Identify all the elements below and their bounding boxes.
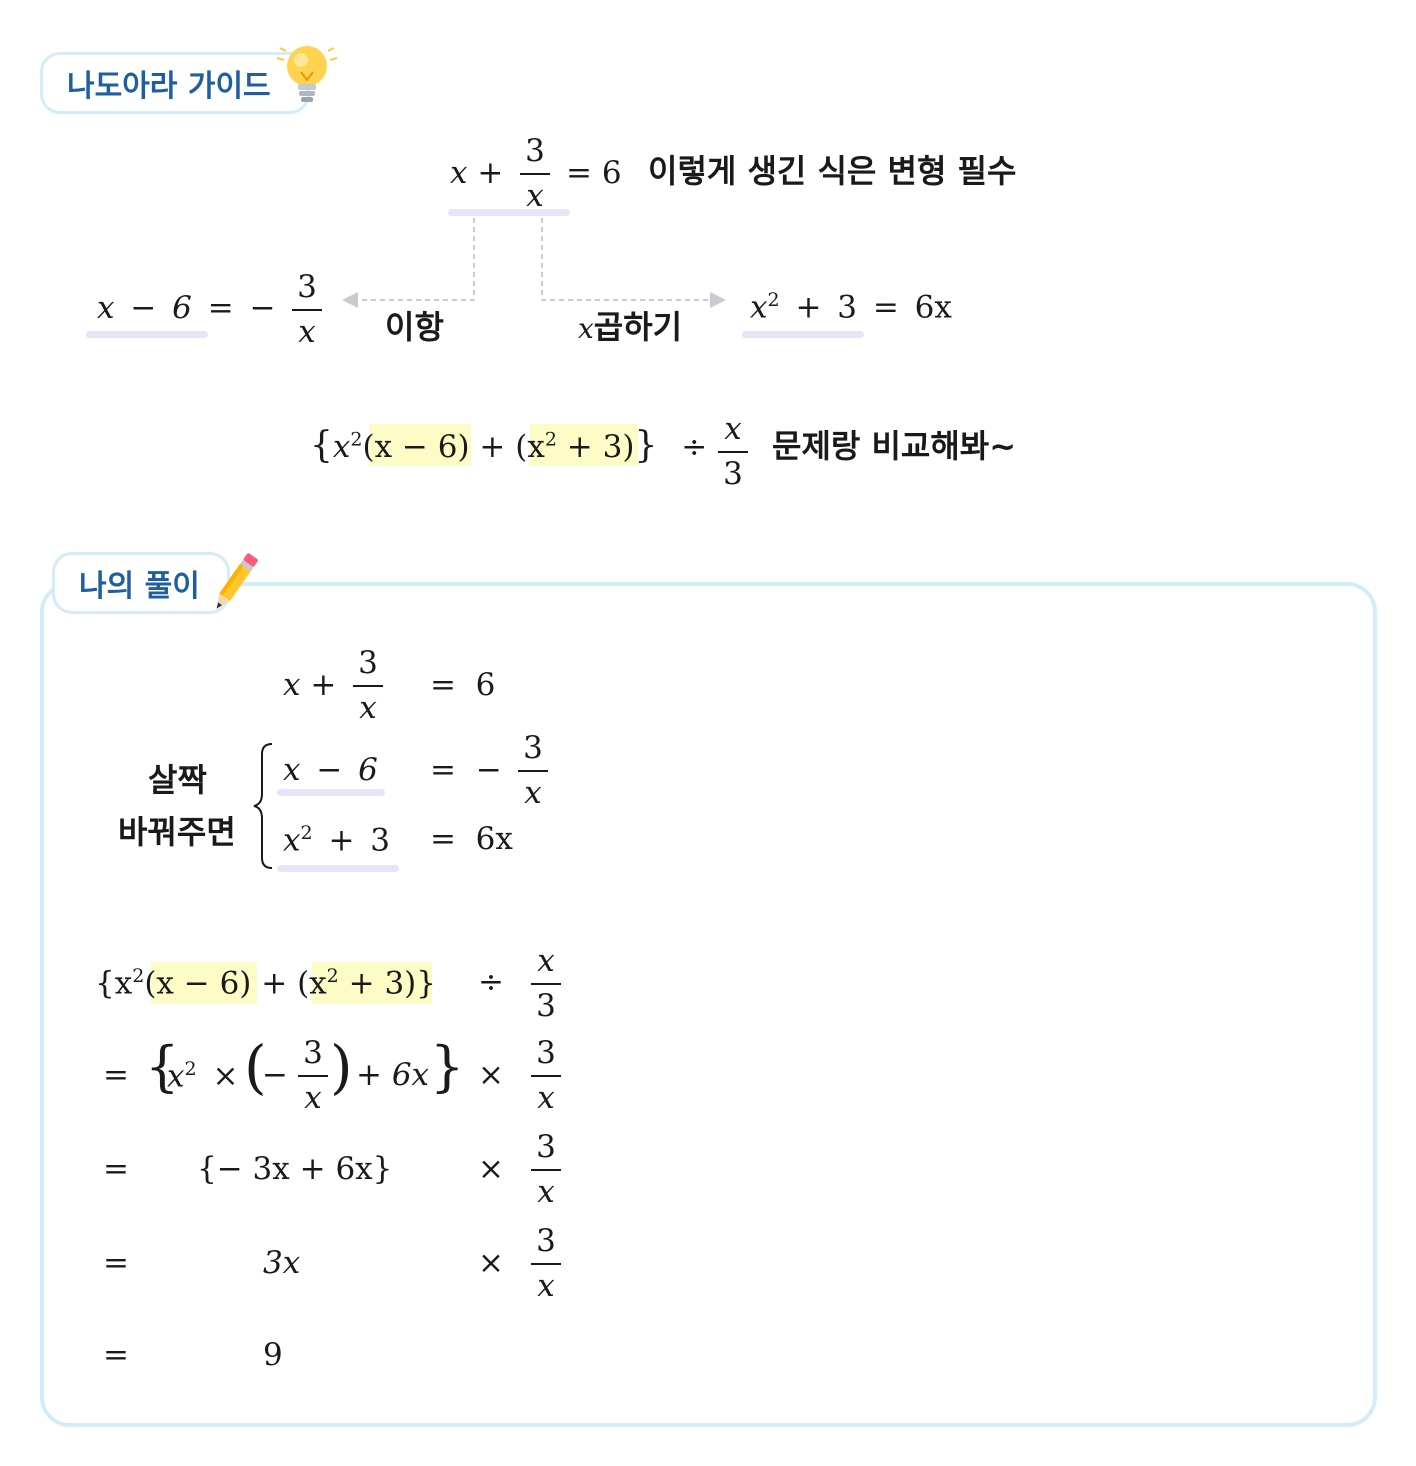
step1-fraction-denominator: 3	[536, 988, 556, 1024]
step5-expression: 9	[263, 1337, 283, 1373]
hint-line-1: 살짝	[148, 761, 207, 799]
step2-x-squared: x2 ×	[167, 1058, 239, 1095]
solution-line2-left: x − 6	[283, 752, 378, 788]
step2-fraction-numerator: 3	[536, 1035, 556, 1071]
top-equation-fraction: 3 x	[520, 136, 550, 212]
step2-operator: ×	[478, 1057, 504, 1093]
step2-minus: −	[262, 1057, 288, 1093]
combo-highlight-1	[369, 424, 471, 466]
combo-note: 문제랑 비교해봐~	[772, 427, 1017, 465]
solution-line2-underline	[277, 789, 385, 796]
line2-fraction-numerator: 3	[523, 730, 543, 766]
step1-fraction: x 3	[531, 946, 561, 1022]
left-fraction-numerator: 3	[297, 269, 317, 305]
step3-fraction-bar	[531, 1169, 561, 1171]
combo-highlight-2	[530, 424, 638, 466]
step1-fraction-numerator: x	[537, 943, 555, 979]
combo-fraction-bar	[718, 451, 748, 453]
step3-operator: ×	[478, 1151, 504, 1187]
system-brace	[253, 743, 273, 869]
branch-connectors	[342, 218, 726, 308]
step4-fraction-numerator: 3	[536, 1223, 556, 1259]
left-branch-label: 이항	[385, 308, 444, 346]
step2-close-brace: }	[430, 1035, 465, 1098]
step1-expression: {x2(x − 6) + (x2 + 3)}	[95, 965, 436, 1002]
step2-equals: =	[103, 1057, 129, 1093]
line1-fraction-denominator: x	[359, 690, 377, 726]
left-branch-underline	[86, 331, 208, 338]
top-equation-left: x +	[450, 155, 504, 191]
step5-equals: =	[103, 1337, 129, 1373]
right-branch-underline	[742, 331, 864, 338]
line2-fraction-bar	[518, 770, 548, 772]
right-branch-label-var: x	[578, 312, 594, 345]
step2-inner-denominator: x	[304, 1080, 322, 1116]
solution-line2-right: = −	[430, 752, 502, 788]
solution-line3-underline	[277, 865, 399, 872]
hint-line-2: 바꿔주면	[118, 813, 236, 851]
line1-fraction-bar	[353, 685, 383, 687]
combo-fraction-denominator: 3	[723, 456, 743, 492]
top-fraction-bar	[520, 173, 550, 175]
step2-rest: + 6x	[356, 1057, 430, 1093]
step2-fraction: 3 x	[531, 1038, 561, 1114]
combo-fraction-numerator: x	[724, 411, 742, 447]
step4-equals: =	[103, 1245, 129, 1281]
step1-highlight-1	[151, 962, 257, 1004]
step3-fraction-denominator: x	[537, 1174, 555, 1210]
step2-paren-close: )	[330, 1033, 353, 1101]
top-fraction-numerator: 3	[525, 133, 545, 169]
solution-title: 나의 풀이	[79, 569, 200, 604]
left-fraction-bar	[292, 309, 322, 311]
step4-fraction-bar	[531, 1263, 561, 1265]
step4-fraction: 3 x	[531, 1226, 561, 1302]
step4-expression: 3x	[263, 1245, 301, 1281]
solution-line1-fraction: 3 x	[353, 648, 383, 724]
solution-line2-fraction: 3 x	[518, 733, 548, 809]
guide-title-badge: 나도아라 가이드	[40, 52, 310, 114]
top-equation-underline	[448, 209, 570, 216]
top-equation-right: = 6	[566, 155, 622, 191]
pencil-icon	[216, 553, 258, 609]
top-fraction-denominator: x	[526, 178, 544, 214]
solution-line1-right: = 6	[430, 667, 496, 703]
step3-fraction: 3 x	[531, 1132, 561, 1208]
solution-title-badge: 나의 풀이	[52, 552, 230, 614]
solution-line3-right: = 6x	[430, 821, 513, 857]
solution-panel	[40, 582, 1377, 1427]
line2-fraction-denominator: x	[524, 775, 542, 811]
lightbulb-icon	[276, 46, 338, 102]
step3-equals: =	[103, 1151, 129, 1187]
step4-fraction-denominator: x	[537, 1268, 555, 1304]
right-branch-label: x곱하기	[578, 311, 682, 343]
step3-expression: {− 3x + 6x}	[197, 1151, 393, 1187]
step2-open-brace: {	[145, 1035, 180, 1098]
combo-fraction: x 3	[718, 414, 748, 490]
step3-fraction-numerator: 3	[536, 1129, 556, 1165]
left-fraction-denominator: x	[298, 314, 316, 350]
step2-inner-fraction: 3 x	[298, 1038, 328, 1114]
solution-line1-left: x +	[283, 667, 337, 703]
step1-highlight-2	[312, 962, 432, 1004]
right-branch-expression: x2 + 3 = 6x	[750, 289, 952, 326]
left-branch-fraction: 3 x	[292, 272, 322, 348]
step2-fraction-bar	[531, 1075, 561, 1077]
step1-operator: ÷	[478, 964, 504, 1000]
right-branch-label-text: 곱하기	[593, 308, 683, 346]
left-branch-expression: x − 6 = −	[97, 290, 276, 326]
step1-fraction-bar	[531, 983, 561, 985]
top-equation-note: 이렇게 생긴 식은 변형 필수	[648, 152, 1017, 190]
solution-line3-left: x2 + 3	[283, 822, 390, 859]
step2-fraction-denominator: x	[537, 1080, 555, 1116]
step2-paren-open: (	[244, 1033, 267, 1101]
step2-inner-numerator: 3	[303, 1035, 323, 1071]
guide-title: 나도아라 가이드	[67, 69, 271, 104]
combo-expression: {x2(x − 6) + (x2 + 3)} ÷	[310, 425, 708, 466]
step2-inner-bar	[298, 1075, 328, 1077]
step4-operator: ×	[478, 1245, 504, 1281]
line1-fraction-numerator: 3	[358, 645, 378, 681]
